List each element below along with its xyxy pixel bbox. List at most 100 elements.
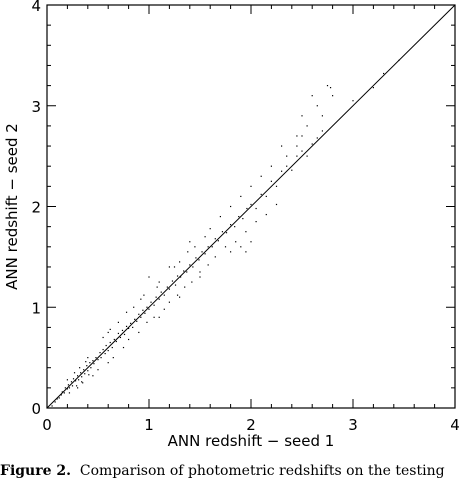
- data-point: [89, 362, 91, 364]
- data-point: [75, 385, 78, 387]
- data-point: [189, 264, 191, 266]
- data-point: [117, 332, 119, 335]
- data-point: [133, 306, 135, 308]
- data-point: [260, 193, 262, 196]
- data-point: [86, 365, 88, 367]
- figure-caption: Figure 2. Comparison of photometric reds…: [0, 462, 474, 481]
- data-point: [186, 271, 188, 273]
- data-point: [255, 221, 257, 223]
- data-point: [168, 301, 170, 303]
- data-point: [217, 240, 219, 242]
- data-point: [82, 382, 84, 384]
- data-point: [296, 155, 298, 157]
- data-point: [153, 304, 155, 306]
- data-point: [225, 232, 228, 234]
- data-point: [138, 331, 140, 334]
- data-point: [176, 294, 179, 296]
- data-point: [174, 284, 177, 286]
- data-point: [146, 321, 148, 323]
- data-point: [83, 369, 85, 371]
- data-point: [326, 85, 329, 87]
- data-point: [125, 325, 128, 327]
- data-point: [189, 241, 191, 243]
- data-point: [155, 296, 157, 298]
- data-point: [74, 380, 77, 382]
- data-point: [291, 169, 293, 171]
- data-point: [79, 367, 81, 369]
- x-tick-label: 3: [348, 416, 358, 434]
- data-point: [140, 298, 142, 300]
- data-point: [51, 405, 53, 407]
- data-point: [117, 321, 119, 323]
- data-point: [240, 246, 242, 248]
- data-point: [140, 316, 142, 318]
- data-point: [199, 271, 201, 273]
- data-point: [168, 288, 170, 290]
- data-point: [63, 392, 65, 394]
- data-point: [281, 170, 283, 172]
- data-point: [209, 228, 211, 230]
- data-point: [153, 316, 155, 318]
- data-point: [198, 259, 200, 261]
- data-point: [176, 275, 179, 277]
- data-point: [107, 331, 109, 334]
- data-point: [84, 373, 86, 375]
- data-point: [306, 125, 308, 127]
- data-point: [90, 367, 92, 369]
- data-point: [97, 369, 99, 371]
- data-point: [180, 276, 182, 278]
- data-point: [85, 361, 87, 363]
- data-point: [138, 313, 140, 315]
- data-point: [54, 401, 56, 403]
- data-point: [60, 394, 62, 396]
- data-point: [111, 346, 113, 349]
- data-point: [255, 207, 257, 210]
- data-point: [160, 291, 162, 293]
- data-point: [77, 387, 79, 389]
- data-point: [207, 246, 209, 248]
- data-point: [245, 231, 247, 233]
- data-point: [301, 150, 303, 152]
- data-point: [158, 281, 160, 283]
- data-point: [80, 372, 82, 374]
- data-point: [123, 333, 126, 336]
- data-point: [316, 105, 318, 107]
- data-point: [204, 253, 206, 255]
- y-axis-label: ANN redshift − seed 2: [3, 123, 21, 290]
- data-point: [107, 349, 109, 352]
- x-tick-label: 1: [144, 416, 154, 434]
- data-point: [92, 360, 94, 362]
- data-point: [286, 165, 288, 167]
- data-point: [260, 175, 262, 177]
- data-point: [115, 340, 117, 343]
- data-point: [132, 326, 134, 328]
- data-point: [214, 238, 216, 240]
- data-point: [240, 195, 242, 198]
- data-point: [68, 387, 71, 389]
- data-point: [301, 115, 303, 117]
- data-point: [148, 276, 150, 278]
- data-point: [245, 251, 247, 253]
- data-point: [166, 286, 168, 288]
- data-point: [187, 251, 189, 253]
- data-point: [68, 392, 71, 394]
- data-point: [71, 385, 74, 387]
- data-point: [97, 359, 99, 361]
- x-tick-labels: 0 1 2 3 4: [42, 416, 460, 434]
- data-point: [383, 72, 385, 75]
- data-point: [275, 185, 278, 187]
- x-tick-label: 2: [246, 416, 256, 434]
- data-point: [128, 338, 130, 341]
- data-point: [93, 363, 95, 365]
- data-point: [158, 298, 160, 300]
- data-point: [107, 362, 109, 364]
- data-point: [72, 378, 75, 380]
- data-point: [296, 135, 298, 137]
- data-point: [119, 336, 122, 339]
- data-point: [113, 338, 115, 341]
- data-point: [143, 294, 145, 296]
- y-tick-label: 2: [31, 199, 41, 217]
- data-point: [66, 388, 68, 390]
- data-point: [265, 213, 267, 216]
- caption-label: Figure 2.: [0, 463, 71, 479]
